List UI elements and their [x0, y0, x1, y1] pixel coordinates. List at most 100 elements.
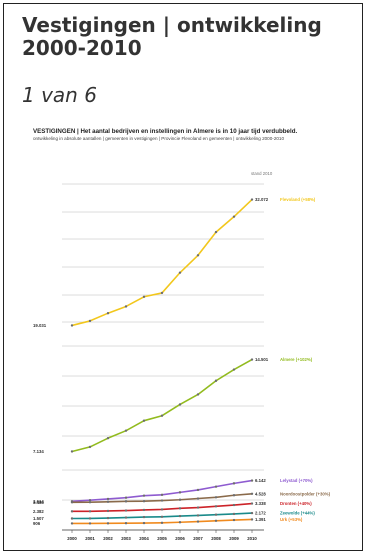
series-name-label: Flevoland (+58%): [280, 197, 316, 202]
page-title: Vestigingen | ontwikkeling 2000-2010: [22, 13, 322, 60]
x-tick-label: 2004: [139, 536, 149, 541]
data-point: [214, 485, 218, 488]
x-tick-label: 2002: [103, 536, 113, 541]
end-value-label: 1.391: [255, 517, 266, 522]
data-point: [250, 502, 254, 505]
data-point: [142, 508, 146, 512]
chart-subtitle: ontwikkeling in absolute aantallen | gem…: [33, 136, 284, 141]
data-point: [142, 500, 146, 503]
data-point: [160, 508, 164, 511]
data-point: [178, 521, 182, 524]
start-value-label: 3.488: [33, 500, 44, 505]
data-point: [124, 516, 128, 519]
end-value-label: 2.172: [255, 511, 266, 516]
data-point: [106, 436, 110, 440]
data-point: [214, 230, 218, 234]
data-point: [232, 494, 236, 497]
start-value-label: 1.507: [33, 516, 44, 521]
data-point: [124, 429, 128, 432]
data-point: [124, 509, 128, 512]
series-line: [71, 358, 253, 453]
data-point: [214, 519, 218, 522]
data-point: [142, 515, 146, 519]
data-point: [214, 379, 218, 382]
data-point: [196, 520, 200, 523]
data-point: [250, 492, 254, 495]
series-name-label: Urk (+53%): [280, 517, 303, 522]
end-value-label: 3.338: [255, 501, 266, 506]
data-point: [232, 482, 236, 485]
end-value-label: 6.142: [255, 478, 266, 483]
data-point: [160, 521, 164, 525]
data-point: [124, 496, 128, 499]
x-tick-label: 2001: [85, 536, 95, 541]
series-name-label: Almere (+102%): [280, 357, 313, 362]
data-point: [106, 500, 110, 503]
page-subtitle: 1 van 6: [22, 83, 97, 107]
data-point: [214, 496, 218, 499]
data-point: [214, 513, 218, 516]
data-point: [106, 311, 110, 315]
data-point: [196, 393, 200, 396]
data-point: [88, 510, 92, 513]
end-value-label: 32.072: [255, 197, 269, 202]
start-value-label: 7.134: [33, 449, 44, 454]
x-tick-label: 2000: [67, 536, 77, 541]
data-point: [70, 501, 74, 504]
series-line: [71, 479, 253, 503]
x-tick-label: 2003: [121, 536, 131, 541]
data-point: [70, 450, 74, 453]
x-tick-label: 2005: [157, 536, 167, 541]
x-tick-label: 2006: [175, 536, 185, 541]
end-value-label: 4.528: [255, 491, 266, 496]
data-point: [232, 518, 236, 522]
end-header: stand 2010: [251, 171, 273, 176]
series-name-label: Dronten (+40%): [280, 501, 312, 506]
data-point: [70, 517, 74, 520]
data-point: [196, 488, 200, 492]
data-point: [250, 511, 254, 515]
data-point: [88, 500, 92, 504]
x-tick-label: 2007: [193, 536, 203, 541]
data-point: [124, 500, 128, 503]
start-value-label: 906: [33, 521, 41, 526]
data-point: [142, 419, 146, 422]
data-point: [232, 368, 236, 371]
start-value-label: 19.031: [33, 323, 47, 328]
data-point: [232, 503, 236, 507]
data-point: [160, 493, 164, 497]
data-point: [124, 521, 128, 525]
data-point: [88, 522, 92, 525]
data-point: [142, 494, 146, 497]
data-point: [106, 497, 110, 501]
data-point: [250, 358, 254, 361]
data-point: [196, 254, 200, 257]
data-point: [88, 498, 92, 502]
data-point: [178, 491, 182, 494]
start-value-label: 2.382: [33, 509, 44, 514]
card-frame: Vestigingen | ontwikkeling 2000-2010 1 v…: [3, 3, 363, 551]
data-point: [88, 319, 92, 323]
data-point: [178, 271, 182, 274]
data-point: [106, 516, 110, 520]
data-point: [196, 514, 200, 517]
series-name-label: Lelystad (+70%): [280, 478, 313, 483]
x-tick-label: 2009: [229, 536, 239, 541]
data-point: [178, 498, 182, 501]
data-point: [124, 305, 128, 308]
data-point: [70, 522, 74, 525]
data-point: [196, 497, 200, 500]
start-value-label: 3.614: [33, 499, 44, 504]
data-point: [106, 522, 110, 525]
data-point: [142, 295, 146, 298]
data-point: [106, 509, 110, 513]
data-point: [232, 512, 236, 516]
data-point: [214, 505, 218, 508]
data-point: [88, 445, 92, 449]
data-point: [142, 521, 146, 525]
data-point: [160, 291, 164, 295]
data-point: [160, 414, 164, 417]
data-point: [178, 514, 182, 518]
data-point: [88, 517, 92, 520]
